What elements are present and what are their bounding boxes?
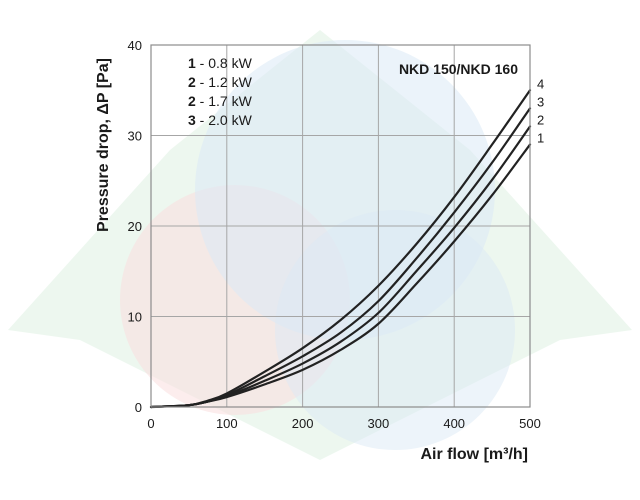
- legend-entry: 2 - 1.2 kW: [188, 74, 253, 90]
- legend-entry: 3 - 2.0 kW: [188, 112, 253, 128]
- watermark-shape: [275, 210, 515, 450]
- y-tick-label: 40: [128, 38, 142, 53]
- legend-entry-key: 3: [188, 112, 196, 128]
- y-tick-label: 30: [128, 129, 142, 144]
- legend: 1 - 0.8 kW2 - 1.2 kW2 - 1.7 kW3 - 2.0 kW: [188, 55, 253, 128]
- axes: [150, 44, 531, 408]
- x-tick-label: 0: [147, 416, 154, 431]
- legend-entry: 2 - 1.7 kW: [188, 93, 253, 109]
- legend-entry-text: - 0.8 kW: [196, 55, 253, 71]
- y-tick-label: 20: [128, 219, 142, 234]
- y-tick-label: 0: [135, 400, 142, 415]
- series-end-label-4: 4: [537, 76, 544, 91]
- legend-entry: 1 - 0.8 kW: [188, 55, 253, 71]
- series-end-label-2: 2: [537, 112, 544, 127]
- tick-labels: 0 100 200 300 400 500 0 10 20 30 40: [128, 38, 541, 431]
- x-tick-label: 100: [216, 416, 238, 431]
- x-axis-label: Air flow [m³/h]: [420, 446, 528, 463]
- x-tick-label: 300: [368, 416, 390, 431]
- series-line-4: [149, 89, 532, 409]
- legend-entry-text: - 1.2 kW: [196, 74, 253, 90]
- series-end-label-1: 1: [537, 131, 544, 146]
- series-end-label-3: 3: [537, 94, 544, 109]
- legend-entry-key: 2: [188, 74, 196, 90]
- chart-title: NKD 150/NKD 160: [399, 61, 518, 77]
- legend-entry-text: - 1.7 kW: [196, 93, 253, 109]
- legend-entry-key: 1: [188, 55, 196, 71]
- legend-entry-key: 2: [188, 93, 196, 109]
- x-tick-label: 500: [519, 416, 541, 431]
- plot-frame: [150, 44, 531, 408]
- x-tick-label: 400: [443, 416, 465, 431]
- legend-entry-text: - 2.0 kW: [196, 112, 253, 128]
- watermark-logo: [8, 30, 632, 460]
- series-lines: [149, 89, 532, 409]
- y-axis-label: Pressure drop, ΔP [Pa]: [95, 58, 112, 232]
- x-tick-label: 200: [292, 416, 314, 431]
- series-labels: 1 2 3 4: [537, 76, 544, 145]
- y-tick-label: 10: [128, 310, 142, 325]
